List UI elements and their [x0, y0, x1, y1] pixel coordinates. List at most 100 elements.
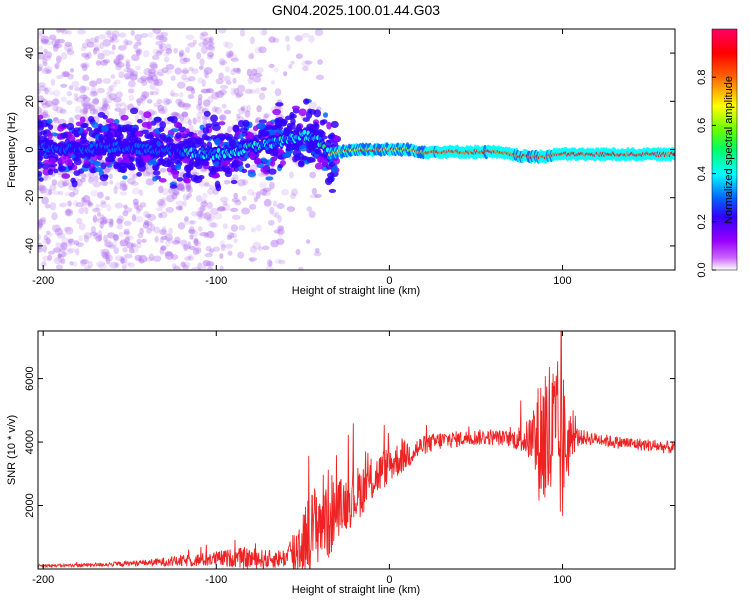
heatmap-cell — [52, 44, 59, 52]
heatmap-cell — [204, 232, 210, 238]
snr-frame — [37, 330, 676, 570]
heatmap-cell — [245, 163, 251, 169]
heatmap-cell — [205, 261, 215, 267]
heatmap-cell — [114, 60, 123, 65]
heatmap-cell — [125, 59, 131, 64]
heatmap-cell — [227, 125, 232, 133]
heatmap-cell — [38, 177, 44, 182]
heatmap-cell — [79, 116, 86, 123]
heatmap-cell — [134, 48, 142, 54]
heatmap-cell — [165, 98, 173, 105]
heatmap-cell — [274, 67, 279, 73]
heatmap-cell — [205, 245, 212, 252]
heatmap-cell — [66, 122, 75, 131]
heatmap-cell — [255, 67, 264, 74]
heatmap-cell — [203, 110, 211, 117]
heatmap-cell — [110, 124, 119, 130]
heatmap-cell — [249, 245, 257, 253]
heatmap-cell — [308, 141, 315, 150]
heatmap-cell — [139, 202, 147, 208]
snr-panel: -200 -100 0 100 2000 4000 6000 Height of stra… — [6, 330, 676, 596]
heatmap-cell — [218, 29, 227, 34]
heatmap-cell — [128, 262, 135, 268]
heatmap-cell — [53, 89, 61, 97]
heatmap-cell — [125, 75, 132, 81]
heatmap-cell — [141, 79, 148, 86]
heatmap-cell — [230, 232, 238, 239]
heatmap-cell — [270, 239, 279, 248]
heatmap-cell — [308, 35, 315, 43]
heatmap-cell — [254, 118, 260, 124]
heatmap-cell — [202, 259, 211, 267]
heatmap-cell — [263, 113, 270, 119]
heatmap-cell — [182, 243, 191, 250]
heatmap-cell — [153, 69, 159, 76]
heatmap-cell — [46, 118, 53, 124]
heatmap-cell — [265, 176, 274, 181]
heatmap-cell — [260, 86, 267, 92]
heatmap-cell — [237, 179, 246, 187]
heatmap-cell — [89, 80, 98, 87]
heatmap-cell — [81, 52, 90, 58]
heatmap-cell — [182, 116, 191, 125]
heatmap-cell — [192, 39, 197, 45]
heatmap-cell — [195, 246, 202, 255]
heatmap-cell — [44, 203, 51, 209]
heatmap-cell — [121, 124, 128, 133]
heatmap-cell — [99, 248, 105, 254]
heatmap-cell — [329, 132, 336, 140]
heatmap-cell — [219, 265, 224, 270]
heatmap-cell — [230, 180, 238, 185]
heatmap-cell — [188, 124, 194, 132]
heatmap-cell — [244, 110, 251, 118]
heatmap-cell — [103, 133, 109, 142]
heatmap-cell — [117, 45, 127, 51]
heatmap-cell — [302, 129, 307, 135]
heatmap-cell — [82, 194, 91, 203]
heatmap-cell — [112, 233, 120, 242]
heatmap-cell — [195, 161, 201, 166]
heatmap-cell — [253, 196, 258, 203]
heatmap-cell — [49, 202, 57, 211]
heatmap-cell — [157, 68, 165, 77]
heatmap-cell — [121, 264, 127, 270]
heatmap-cell — [159, 247, 165, 255]
heatmap-cell — [38, 85, 47, 92]
heatmap-cell — [196, 210, 204, 217]
heatmap-cell — [92, 161, 102, 167]
heatmap-cell — [142, 169, 148, 177]
heatmap-cell — [207, 95, 214, 103]
bottom-y-tick-label: 4000 — [24, 430, 36, 454]
bottom-y-axis-label: SNR (10 * v/v) — [6, 415, 18, 485]
heatmap-cell — [178, 49, 185, 57]
heatmap-cell — [41, 261, 47, 267]
heatmap-cell — [123, 220, 132, 226]
heatmap-cell — [156, 198, 166, 207]
heatmap-cell — [235, 92, 244, 97]
heatmap-cell — [113, 186, 118, 195]
heatmap-cell — [271, 212, 278, 218]
heatmap-cell — [146, 99, 153, 104]
heatmap-cell — [108, 221, 114, 228]
heatmap-cell — [201, 31, 209, 37]
heatmap-cell — [272, 108, 282, 116]
top-y-tick-label: 0 — [24, 146, 36, 152]
heatmap-cell — [206, 230, 215, 239]
heatmap-cell — [135, 130, 143, 137]
heatmap-cell — [163, 56, 170, 63]
heatmap-cell — [126, 68, 135, 74]
heatmap-cell — [227, 250, 233, 256]
heatmap-cell — [114, 202, 123, 209]
heatmap-cell — [44, 100, 54, 107]
heatmap-cell — [219, 84, 229, 90]
heatmap-cell — [188, 245, 197, 251]
heatmap-cell — [38, 184, 46, 192]
heatmap-cell — [182, 172, 191, 179]
heatmap-cell — [289, 171, 294, 179]
heatmap-cell — [127, 88, 135, 94]
heatmap-cell — [277, 259, 286, 265]
heatmap-cell — [180, 261, 186, 268]
heatmap-cell — [117, 53, 125, 61]
heatmap-cell — [116, 126, 123, 134]
